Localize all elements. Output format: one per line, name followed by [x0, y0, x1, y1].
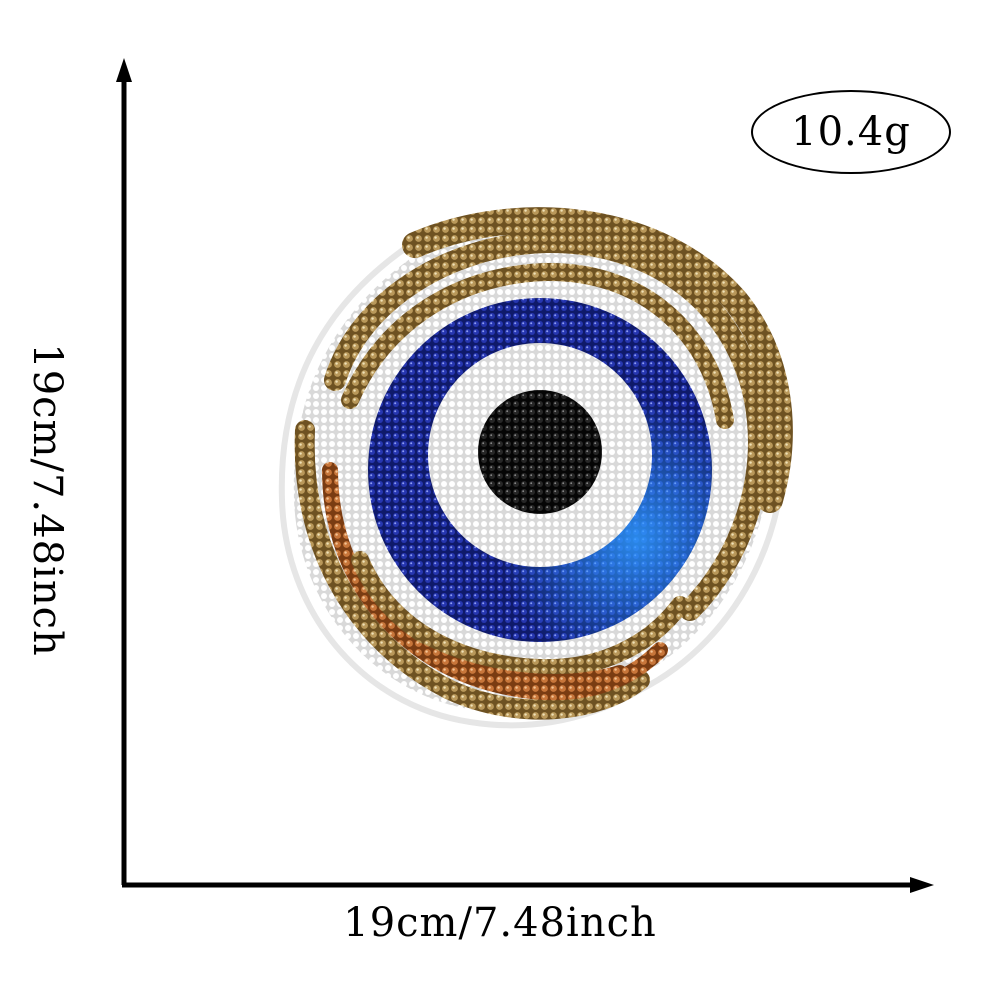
width-dimension-label: 19cm/7.48inch	[343, 900, 657, 946]
weight-badge: 10.4g	[751, 90, 951, 174]
height-dimension-label: 19cm/7.48inch	[24, 343, 70, 657]
weight-label: 10.4g	[791, 109, 911, 155]
